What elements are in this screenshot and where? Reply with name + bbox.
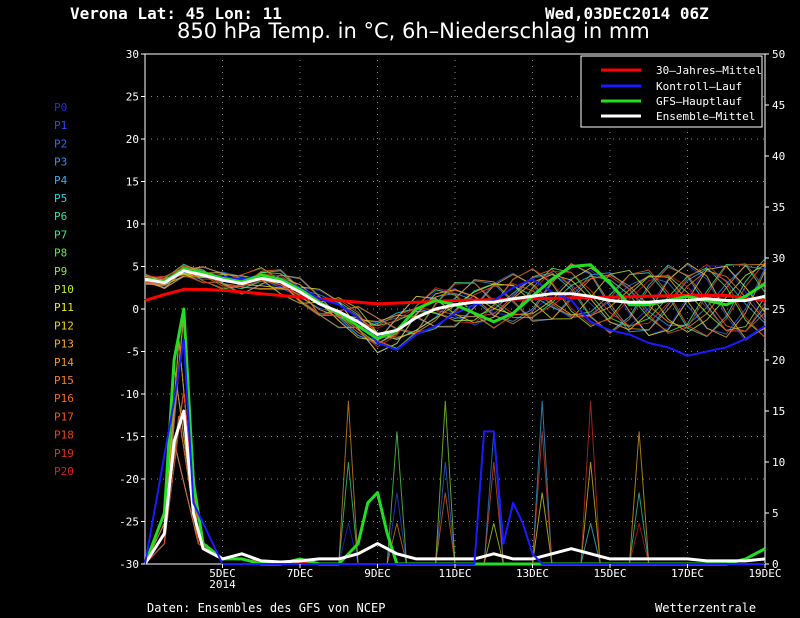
left-tick-label: -15 bbox=[119, 431, 139, 444]
left-tick-label: 15 bbox=[126, 176, 139, 189]
ensemble-member-precip-p11 bbox=[144, 314, 765, 565]
series-line-gfs-hauptlauf-6h-niederschlag bbox=[143, 307, 766, 566]
member-label-p4: P4 bbox=[54, 174, 68, 187]
member-label-p1: P1 bbox=[54, 119, 67, 132]
left-tick-label: -10 bbox=[119, 388, 139, 401]
ensemble-member-precip-p10 bbox=[144, 339, 765, 565]
ensemble-member-line-p20 bbox=[144, 267, 766, 333]
member-label-p16: P16 bbox=[54, 392, 74, 405]
location-label: Verona Lat: 45 Lon: 11 bbox=[70, 4, 282, 23]
right-tick-label: 40 bbox=[772, 150, 785, 163]
x-tick-label: 9DEC bbox=[364, 567, 391, 580]
right-tick-label: 50 bbox=[772, 48, 785, 61]
member-label-p12: P12 bbox=[54, 319, 74, 332]
plot-frame bbox=[144, 53, 766, 565]
left-tick-label: 20 bbox=[126, 133, 139, 146]
left-axis: 30 25 20 15 10 5 0 -5 -10 -15 -20 -25 -30 bbox=[119, 48, 145, 571]
x-tick-label: 11DEC bbox=[438, 567, 471, 580]
series-line-ensemble-mittel-6h-niederschlag bbox=[143, 409, 766, 565]
x-tick-label: 7DEC bbox=[287, 567, 314, 580]
x-tick-label: 13DEC bbox=[516, 567, 549, 580]
ensemble-member-line-p15 bbox=[144, 263, 766, 345]
member-label-p11: P11 bbox=[54, 301, 74, 314]
member-label-p13: P13 bbox=[54, 338, 74, 351]
right-tick-label: 0 bbox=[772, 558, 779, 571]
right-tick-label: 15 bbox=[772, 405, 785, 418]
left-tick-label: -20 bbox=[119, 473, 139, 486]
right-tick-label: 35 bbox=[772, 201, 785, 214]
ensemble-member-line-p18 bbox=[144, 263, 766, 351]
x-tick-label: 15DEC bbox=[593, 567, 626, 580]
left-tick-label: 10 bbox=[126, 218, 139, 231]
ensemble-member-precip-p4 bbox=[144, 339, 765, 565]
right-tick-label: 25 bbox=[772, 303, 785, 316]
legend-label-gfs-hauptlauf: GFS–Hauptlauf bbox=[656, 95, 742, 108]
ensemble-member-precip-p14 bbox=[144, 390, 765, 565]
ensemble-member-precip-p8 bbox=[144, 390, 765, 565]
member-label-p18: P18 bbox=[54, 429, 74, 442]
ensemble-member-precip-p16 bbox=[144, 339, 765, 565]
legend: 30–Jahres–Mittel Kontroll–Lauf GFS–Haupt… bbox=[580, 55, 763, 128]
member-label-p0: P0 bbox=[54, 101, 67, 114]
ensemble-member-precip-p6 bbox=[144, 441, 765, 565]
data-source: Daten: Ensembles des GFS von NCEP bbox=[147, 601, 385, 615]
right-tick-label: 10 bbox=[772, 456, 785, 469]
left-tick-label: -30 bbox=[119, 558, 139, 571]
ensemble-member-precip-p0 bbox=[144, 441, 765, 565]
member-label-p17: P17 bbox=[54, 410, 74, 423]
grid bbox=[145, 54, 765, 564]
right-tick-label: 20 bbox=[772, 354, 785, 367]
x-tick-label: 5DEC bbox=[209, 567, 236, 580]
series-line-kontroll-lauf-6h-niederschlag bbox=[144, 338, 765, 565]
member-label-p2: P2 bbox=[54, 137, 67, 150]
member-label-p6: P6 bbox=[54, 210, 67, 223]
legend-label-kontroll-lauf: Kontroll–Lauf bbox=[656, 80, 742, 93]
legend-label-30-jahres-mittel: 30–Jahres–Mittel bbox=[656, 64, 762, 77]
member-label-p19: P19 bbox=[54, 447, 74, 460]
right-tick-label: 5 bbox=[772, 507, 779, 520]
left-tick-label: 5 bbox=[132, 261, 139, 274]
x-tick-label: 17DEC bbox=[671, 567, 704, 580]
ensemble-member-precip-p19 bbox=[144, 400, 765, 565]
member-label-p8: P8 bbox=[54, 247, 67, 260]
brand-label: Wetterzentrale bbox=[655, 601, 756, 615]
left-tick-label: -25 bbox=[119, 516, 139, 529]
ensemble-member-precip-p17 bbox=[144, 314, 765, 565]
x-tick-sublabel: 2014 bbox=[209, 578, 236, 591]
series-line-30-jahres-mittel bbox=[144, 287, 766, 306]
datetime-label: Wed,03DEC2014 06Z bbox=[545, 4, 709, 23]
member-label-p7: P7 bbox=[54, 228, 67, 241]
ensemble-member-precip-p2 bbox=[144, 390, 765, 565]
member-label-p20: P20 bbox=[54, 465, 74, 478]
member-label-p3: P3 bbox=[54, 156, 67, 169]
left-tick-label: -5 bbox=[126, 346, 139, 359]
member-label-p10: P10 bbox=[54, 283, 74, 296]
ensemble-member-precip-p18 bbox=[144, 431, 765, 565]
series-line-kontroll-lauf bbox=[144, 269, 766, 357]
legend-label-ensemble-mittel: Ensemble–Mittel bbox=[656, 110, 755, 123]
ensemble-member-precip-p20 bbox=[144, 390, 765, 565]
left-tick-label: 0 bbox=[132, 303, 139, 316]
series-line-ensemble-mittel bbox=[144, 269, 766, 336]
ensemble-member-precip-p12 bbox=[144, 441, 765, 565]
series-lines bbox=[143, 263, 766, 566]
member-label-p14: P14 bbox=[54, 356, 74, 369]
chart-title: 850 hPa Temp. in °C, 6h–Niederschlag in … bbox=[177, 19, 650, 43]
left-tick-label: 25 bbox=[126, 91, 139, 104]
member-label-p5: P5 bbox=[54, 192, 67, 205]
ensemble-member-precip-p5 bbox=[144, 314, 765, 565]
member-label-p9: P9 bbox=[54, 265, 67, 278]
right-tick-label: 30 bbox=[772, 252, 785, 265]
left-tick-label: 30 bbox=[126, 48, 139, 61]
member-label-p15: P15 bbox=[54, 374, 74, 387]
right-tick-label: 45 bbox=[772, 99, 785, 112]
ensemble-member-list: P0 P1 P2 P3 P4 P5 P6 P7 P8 P9 P10 P11 P12 P13 P14 P15 P1… bbox=[54, 101, 74, 478]
x-tick-label: 19DEC bbox=[748, 567, 781, 580]
